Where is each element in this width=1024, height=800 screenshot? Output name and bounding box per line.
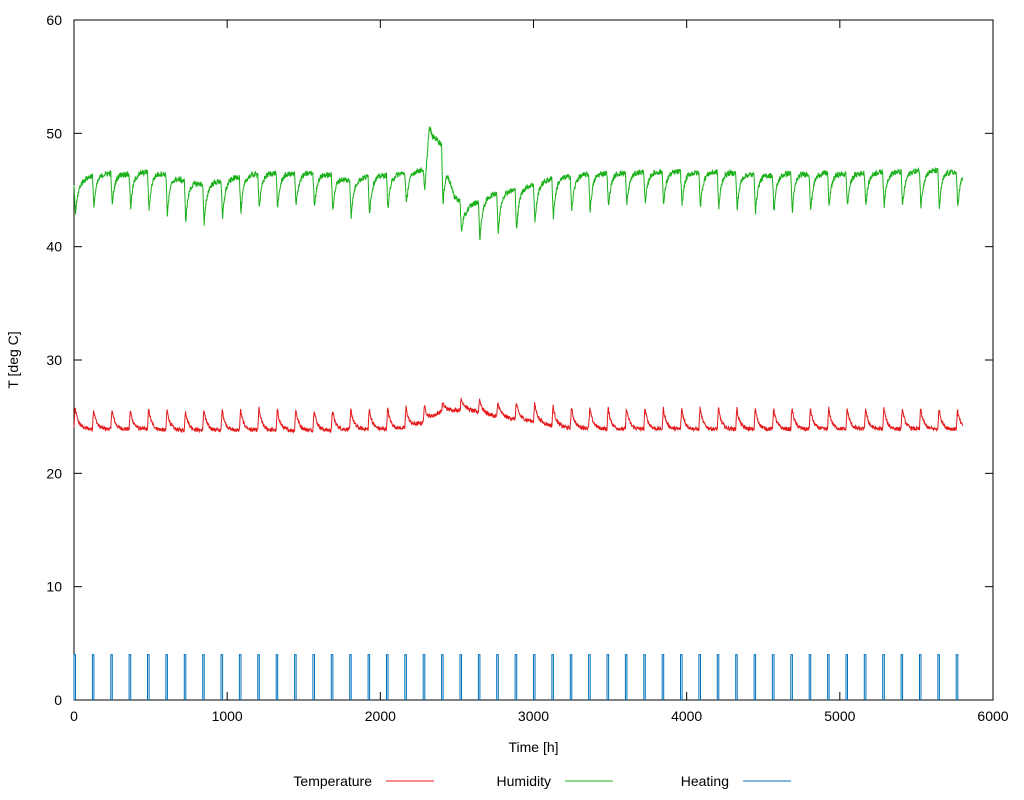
series-line-humidity bbox=[73, 126, 963, 241]
legend-label-temperature: Temperature bbox=[293, 773, 372, 789]
legend-label-heating: Heating bbox=[681, 773, 729, 789]
y-tick-label: 10 bbox=[46, 579, 62, 595]
plot-frame bbox=[73, 19, 994, 701]
y-tick-label: 0 bbox=[54, 692, 62, 708]
series-line-heating bbox=[73, 654, 959, 700]
y-axis: 0 10 20 30 40 50 60 bbox=[46, 12, 993, 708]
y-tick-label: 60 bbox=[46, 12, 62, 28]
x-tick-label: 3000 bbox=[518, 708, 549, 724]
plot-border bbox=[73, 19, 994, 701]
x-axis: 0 1000 2000 3000 4000 5000 6000 bbox=[70, 20, 1009, 724]
y-axis-label: T [deg C] bbox=[5, 331, 21, 388]
x-tick-label: 4000 bbox=[671, 708, 702, 724]
x-tick-label: 0 bbox=[70, 708, 78, 724]
y-tick-label: 20 bbox=[46, 465, 62, 481]
y-tick-label: 30 bbox=[46, 352, 62, 368]
x-tick-label: 6000 bbox=[977, 708, 1008, 724]
series-line-temperature bbox=[73, 397, 963, 434]
x-tick-label: 5000 bbox=[824, 708, 855, 724]
x-tick-label: 1000 bbox=[212, 708, 243, 724]
y-tick-label: 50 bbox=[46, 125, 62, 141]
x-axis-label: Time [h] bbox=[508, 739, 558, 755]
x-tick-label: 2000 bbox=[365, 708, 396, 724]
legend-label-humidity: Humidity bbox=[497, 773, 551, 789]
series-layer bbox=[73, 126, 963, 700]
legend: Temperature Humidity Heating bbox=[293, 773, 791, 789]
y-tick-label: 40 bbox=[46, 239, 62, 255]
